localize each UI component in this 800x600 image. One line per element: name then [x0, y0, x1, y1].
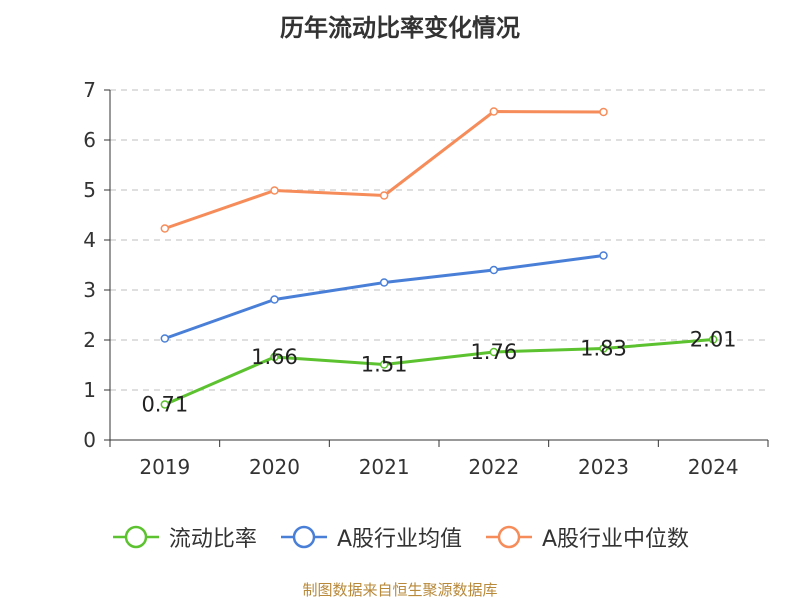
- data-point: [599, 107, 608, 117]
- data-label: 1.76: [470, 340, 517, 364]
- series-lines: [160, 107, 718, 409]
- series-line-2: [164, 110, 604, 230]
- x-tick-label: 2024: [688, 455, 739, 479]
- data-point: [270, 295, 279, 304]
- data-point: [489, 347, 499, 357]
- y-tick-label: 0: [83, 428, 96, 452]
- legend-marker-icon: [280, 525, 327, 549]
- series-line-1: [164, 254, 604, 340]
- y-tick-label: 1: [83, 378, 96, 402]
- series-line-0: [164, 338, 714, 406]
- x-tick-label: 2021: [359, 455, 410, 479]
- legend-marker-icon: [112, 525, 159, 549]
- data-point: [160, 334, 170, 343]
- data-point: [599, 251, 608, 260]
- data-point: [160, 224, 170, 233]
- x-tick-label: 2019: [139, 455, 190, 479]
- x-tick-label: 2022: [468, 455, 519, 479]
- x-tick-label: 2020: [249, 455, 300, 479]
- source-note: 制图数据来自恒生聚源数据库: [302, 581, 498, 599]
- data-point: [270, 352, 279, 362]
- data-point: [708, 335, 718, 344]
- grid-lines: [110, 89, 768, 391]
- legend-marker-icon: [486, 525, 532, 549]
- legend: 流动比率 A股行业均值 A股行业中位数: [0, 520, 800, 554]
- data-point: [379, 360, 389, 369]
- legend-item[interactable]: 流动比率: [111, 521, 257, 553]
- y-tick-label: 5: [83, 178, 96, 202]
- data-label: 1.66: [251, 345, 298, 369]
- data-label: 1.51: [361, 353, 408, 377]
- data-point: [489, 107, 499, 116]
- y-tick-label: 2: [83, 328, 96, 352]
- data-label: 0.71: [141, 393, 188, 417]
- data-label: 2.01: [690, 328, 737, 352]
- data-point: [489, 265, 499, 275]
- data-label: 1.83: [580, 337, 627, 361]
- y-tick-label: 6: [83, 128, 96, 152]
- legend-label: A股行业均值: [336, 527, 462, 552]
- legend-label: 流动比率: [168, 527, 257, 552]
- y-tick-label: 3: [83, 278, 96, 302]
- x-tick-label: 2023: [578, 455, 629, 479]
- chart-title: 历年流动比率变化情况: [280, 14, 520, 42]
- data-point: [599, 344, 608, 353]
- data-point: [379, 278, 389, 287]
- legend-label: A股行业中位数: [542, 527, 690, 552]
- data-point: [160, 400, 170, 409]
- axes: 0 1 2 3 4 5 6 7 2019 2020 2021 2022 2023 2024: [83, 78, 769, 479]
- y-tick-label: 4: [83, 228, 96, 252]
- legend-item[interactable]: A股行业均值: [279, 521, 462, 553]
- y-tick-label: 7: [83, 78, 96, 102]
- data-point: [379, 191, 389, 200]
- legend-item[interactable]: A股行业中位数: [484, 521, 689, 553]
- data-labels: 0.71 1.66 1.51 1.76 1.83 2.01: [141, 328, 736, 417]
- data-point: [270, 186, 279, 195]
